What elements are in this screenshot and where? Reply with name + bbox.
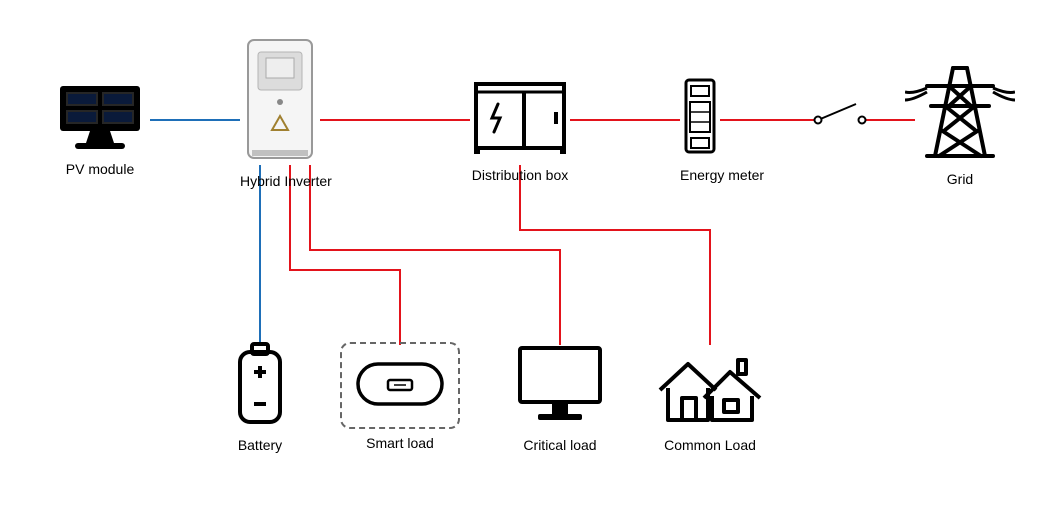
monitor-icon (512, 342, 608, 431)
battery-label: Battery (232, 437, 288, 453)
grid-label: Grid (905, 171, 1015, 187)
node-grid: Grid (905, 60, 1015, 187)
node-energy-meter: Energy meter (680, 78, 720, 183)
node-pv-module: PV module (55, 80, 145, 177)
node-hybrid-inverter: Hybrid Inverter (240, 38, 320, 189)
meter-label: Energy meter (680, 167, 720, 183)
pv-label: PV module (55, 161, 145, 177)
smart-load-dashed-box (340, 342, 460, 429)
distbox-label: Distribution box (470, 167, 570, 183)
battery-icon (232, 342, 288, 431)
inverter-icon (240, 38, 320, 167)
energy-meter-icon (680, 78, 720, 161)
solar-system-diagram: PV module Hybrid Inverter (0, 0, 1047, 525)
node-distribution-box: Distribution box (470, 78, 570, 183)
commonload-label: Common Load (652, 437, 768, 453)
smart-load-icon (352, 350, 448, 421)
inverter-label: Hybrid Inverter (240, 173, 320, 189)
house-icon (652, 342, 768, 431)
solar-panel-icon (55, 80, 145, 155)
distribution-box-icon (470, 78, 570, 161)
node-common-load: Common Load (652, 342, 768, 453)
node-critical-load: Critical load (512, 342, 608, 453)
grid-tower-icon (905, 60, 1015, 165)
critload-label: Critical load (512, 437, 608, 453)
node-smart-load: Smart load (340, 342, 460, 451)
smartload-label: Smart load (340, 435, 460, 451)
node-battery: Battery (232, 342, 288, 453)
